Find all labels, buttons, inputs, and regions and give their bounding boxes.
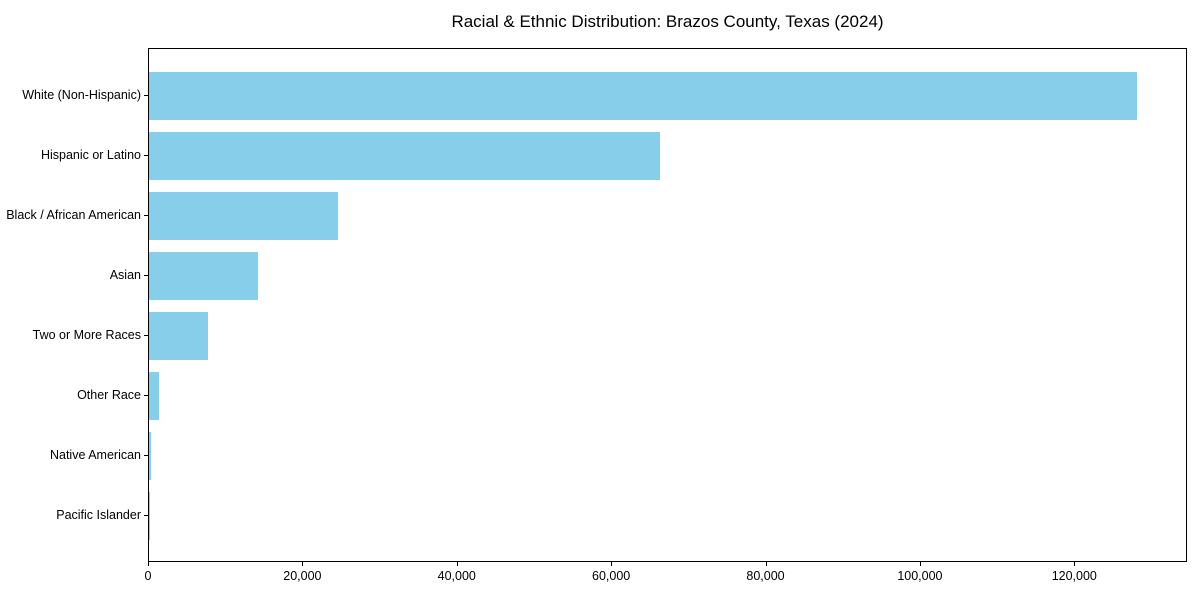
y-tick-label: Black / African American bbox=[6, 208, 141, 223]
bar-two-or-more-races bbox=[149, 311, 208, 360]
bar-other-race bbox=[149, 371, 159, 420]
y-tick-label: Asian bbox=[109, 268, 141, 283]
x-tick-label: 40,000 bbox=[437, 569, 476, 583]
y-tick-mark bbox=[144, 95, 148, 97]
y-tick-mark bbox=[144, 155, 148, 157]
x-tick-label: 120,000 bbox=[1051, 569, 1097, 583]
y-tick-label: Native American bbox=[49, 447, 141, 462]
bar-pacific-islander bbox=[149, 491, 150, 540]
bar-black-african-american bbox=[149, 192, 338, 241]
x-tick-label: 20,000 bbox=[283, 569, 322, 583]
x-tick-label: 80,000 bbox=[746, 569, 785, 583]
x-tick-label: 60,000 bbox=[592, 569, 631, 583]
x-tick-mark bbox=[611, 562, 613, 566]
y-tick-mark bbox=[144, 334, 148, 336]
x-tick-mark bbox=[1074, 562, 1076, 566]
y-tick-mark bbox=[144, 275, 148, 277]
y-tick-label: Two or More Races bbox=[32, 327, 141, 342]
bar-native-american bbox=[149, 431, 152, 480]
x-tick-mark bbox=[456, 562, 458, 566]
y-tick-label: White (Non-Hispanic) bbox=[22, 88, 141, 103]
x-tick-mark bbox=[919, 562, 921, 566]
x-tick-mark bbox=[765, 562, 767, 566]
bar-white-non-hispanic bbox=[149, 72, 1137, 121]
plot-area bbox=[148, 48, 1187, 562]
y-tick-mark bbox=[144, 215, 148, 217]
chart-title: Racial & Ethnic Distribution: Brazos Cou… bbox=[451, 12, 884, 31]
y-tick-label: Other Race bbox=[77, 387, 141, 402]
y-tick-mark bbox=[144, 514, 148, 516]
bar-hispanic-or-latino bbox=[149, 132, 660, 181]
x-tick-mark bbox=[148, 562, 149, 566]
x-tick-mark bbox=[302, 562, 304, 566]
y-tick-mark bbox=[144, 394, 148, 396]
y-tick-label: Hispanic or Latino bbox=[40, 148, 141, 163]
y-tick-mark bbox=[144, 454, 148, 456]
x-tick-label: 0 bbox=[144, 569, 152, 583]
y-tick-label: Pacific Islander bbox=[56, 507, 141, 522]
x-tick-label: 100,000 bbox=[897, 569, 943, 583]
bar-asian bbox=[149, 252, 259, 301]
